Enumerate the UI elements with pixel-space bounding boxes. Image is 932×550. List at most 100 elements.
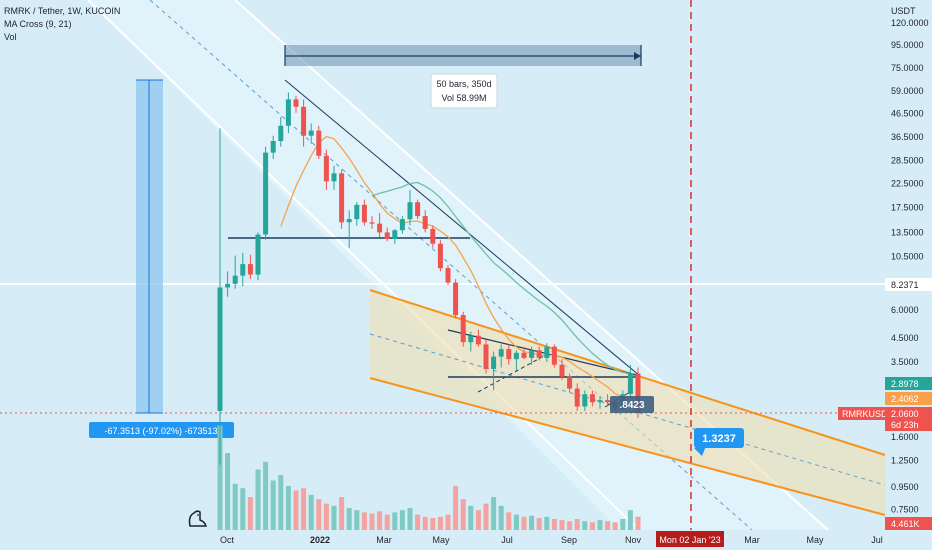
volume-bar xyxy=(331,505,337,530)
partial-price-text: .8423 xyxy=(619,400,644,411)
price-range-measure[interactable]: -67.3513 (-97.02%) -673513 xyxy=(89,79,234,438)
x-tick-label: May xyxy=(806,535,824,545)
candle xyxy=(293,95,299,113)
volume-bar xyxy=(384,514,390,530)
symbol-label: RMRKUSDT xyxy=(842,409,894,419)
candle xyxy=(323,149,329,190)
volume-bar xyxy=(506,512,512,530)
target-label[interactable]: 1.3237 xyxy=(694,428,744,456)
y-tick-label: 75.0000 xyxy=(891,63,924,73)
candle xyxy=(354,202,360,226)
volume-bar xyxy=(567,521,573,530)
candle xyxy=(247,254,253,280)
volume-bar xyxy=(529,515,535,530)
volume-bar xyxy=(263,461,269,530)
candle xyxy=(453,279,459,319)
volume-bar xyxy=(627,510,633,530)
candle xyxy=(430,225,436,248)
volume-bar xyxy=(536,517,542,530)
candle xyxy=(225,271,231,297)
candle xyxy=(369,216,375,229)
volume-bar xyxy=(498,505,504,530)
candle xyxy=(597,396,603,409)
y-tick-label: 0.9500 xyxy=(891,482,919,492)
y-tick-label: 46.5000 xyxy=(891,109,924,119)
volume-bar xyxy=(270,480,276,530)
y-tick-label: 36.5000 xyxy=(891,132,924,142)
y-tick-label: 28.5000 xyxy=(891,156,924,166)
volume-bar xyxy=(217,425,223,530)
measure-drop-text: -67.3513 (-97.02%) -673513 xyxy=(104,426,217,436)
volume-bar xyxy=(605,521,611,530)
chart-header: RMRK / Tether, 1W, KUCOIN MA Cross (9, 2… xyxy=(4,6,120,42)
volume-bar xyxy=(521,516,527,530)
volume-bar xyxy=(468,505,474,530)
y-tick-label: 22.5000 xyxy=(891,178,924,188)
candle xyxy=(559,359,565,380)
volume-bar xyxy=(301,488,307,530)
candle xyxy=(361,199,367,226)
candle xyxy=(232,255,238,289)
date-range-measure[interactable]: 50 bars, 350d Vol 58.99M xyxy=(284,45,642,109)
volume-bar xyxy=(316,499,322,530)
y-tick-label: 13.5000 xyxy=(891,227,924,237)
volume-bar xyxy=(513,514,519,530)
volume-bar xyxy=(620,519,626,530)
candle xyxy=(544,343,550,362)
time-axis[interactable]: Oct 2022 Mar May Jul Sep Nov Mar May Jul Mon 02 J… xyxy=(0,530,932,550)
candle xyxy=(278,116,284,147)
candle xyxy=(468,331,474,352)
volume-bar xyxy=(232,483,238,530)
y-tick-label: 0.7500 xyxy=(891,505,919,515)
measure-vol-text: Vol 58.99M xyxy=(441,93,486,103)
y-tick-label: 4.5000 xyxy=(891,333,919,343)
volume-bar xyxy=(475,510,481,530)
y-tick-label: 120.0000 xyxy=(891,18,929,28)
y-tick-label: 6.0000 xyxy=(891,305,919,315)
candle xyxy=(483,339,489,374)
volume-bar xyxy=(407,508,413,530)
volume-bar xyxy=(415,514,421,530)
tradingview-logo xyxy=(188,510,207,527)
y-tick-label: 3.5000 xyxy=(891,357,919,367)
x-tick-label: Jul xyxy=(501,535,513,545)
candle xyxy=(551,344,557,368)
y-tick-label: 17.5000 xyxy=(891,203,924,213)
volume-bar xyxy=(392,512,398,530)
y-tick-label: 1.2500 xyxy=(891,456,919,466)
volume-bar xyxy=(445,514,451,530)
volume-bar xyxy=(285,486,291,530)
candle xyxy=(521,346,527,360)
volume-bar xyxy=(278,475,284,530)
candle xyxy=(589,390,595,407)
volume-bar xyxy=(225,453,231,530)
volume-bar xyxy=(635,516,641,530)
candle xyxy=(384,227,390,242)
volume-bars xyxy=(217,425,641,530)
candle xyxy=(582,390,588,411)
date-marker-label: Mon 02 Jan '23 xyxy=(659,535,720,545)
candlesticks xyxy=(217,92,641,465)
candle xyxy=(529,346,535,365)
volume-bar xyxy=(346,508,352,530)
candle xyxy=(475,329,481,347)
candle xyxy=(263,146,269,240)
candle xyxy=(399,216,405,234)
volume-bar xyxy=(339,497,345,530)
candle xyxy=(285,92,291,134)
x-tick-label: Nov xyxy=(625,535,642,545)
volume-bar xyxy=(589,522,595,530)
candle xyxy=(627,364,633,399)
price-axis[interactable]: USDT 120.0000 95.0000 75.0000 59.0000 46.500… xyxy=(838,0,932,530)
volume-bar xyxy=(361,512,367,530)
last-price-label: 2.0600 xyxy=(891,409,919,419)
ma-fast-price-label: 2.8978 xyxy=(891,379,919,389)
candle xyxy=(339,169,345,229)
x-tick-label: Sep xyxy=(561,535,577,545)
volume-bar xyxy=(597,520,603,530)
volume-bar xyxy=(247,497,253,530)
symbol-title: RMRK / Tether, 1W, KUCOIN xyxy=(4,6,120,16)
candle xyxy=(407,190,413,226)
x-tick-label: 2022 xyxy=(310,535,330,545)
